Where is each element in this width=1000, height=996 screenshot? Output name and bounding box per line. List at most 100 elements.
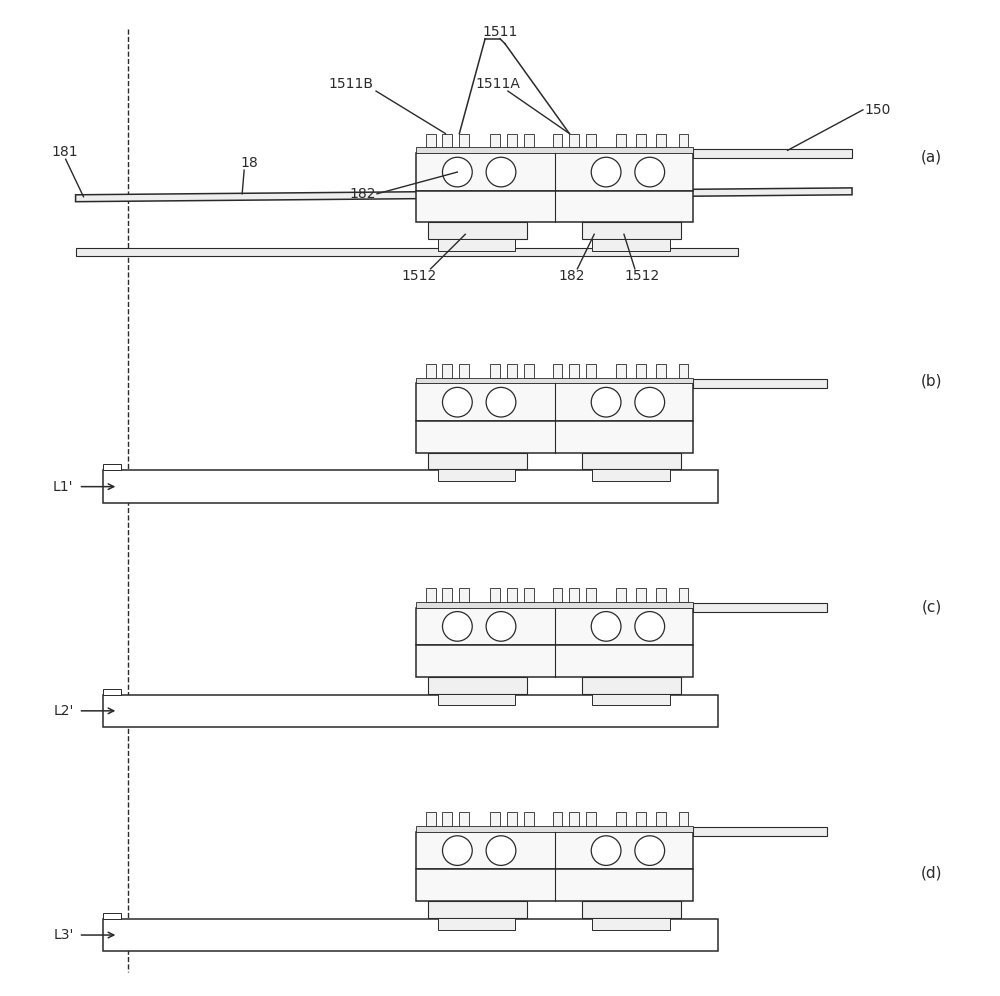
Bar — [569, 133, 579, 147]
Bar — [416, 153, 693, 191]
Circle shape — [442, 836, 472, 866]
Bar — [428, 222, 527, 239]
Bar — [490, 588, 500, 602]
Bar — [428, 452, 527, 469]
Circle shape — [591, 836, 621, 866]
Bar — [616, 588, 626, 602]
Bar — [693, 604, 827, 613]
Bar — [416, 608, 693, 645]
Bar — [438, 917, 515, 929]
Bar — [76, 248, 738, 256]
Bar — [592, 239, 670, 251]
Text: 1512: 1512 — [401, 269, 436, 283]
Bar — [636, 588, 646, 602]
Circle shape — [635, 612, 665, 641]
Bar — [416, 383, 693, 421]
Bar — [524, 812, 534, 826]
Bar — [524, 588, 534, 602]
Bar — [553, 133, 562, 147]
Text: 181: 181 — [52, 145, 78, 159]
Text: 1511: 1511 — [482, 25, 518, 39]
Bar — [426, 588, 436, 602]
Bar — [678, 133, 688, 147]
Bar — [507, 812, 517, 826]
Bar — [416, 826, 693, 832]
Text: 182: 182 — [350, 187, 376, 201]
Bar — [693, 379, 827, 387]
Bar — [416, 421, 693, 452]
Bar — [103, 688, 121, 694]
Bar — [656, 588, 666, 602]
Text: L2': L2' — [53, 704, 74, 718]
Bar — [426, 812, 436, 826]
Bar — [582, 222, 681, 239]
Bar — [103, 694, 718, 727]
Bar — [507, 364, 517, 377]
Bar — [459, 812, 469, 826]
Text: 1511B: 1511B — [329, 77, 374, 91]
Bar — [103, 464, 121, 470]
Bar — [586, 364, 596, 377]
Bar — [103, 918, 718, 951]
Bar — [426, 133, 436, 147]
Circle shape — [486, 612, 516, 641]
Bar — [582, 676, 681, 693]
Circle shape — [442, 387, 472, 417]
Bar — [582, 452, 681, 469]
Bar — [459, 133, 469, 147]
Bar — [656, 364, 666, 377]
Circle shape — [635, 836, 665, 866]
Bar — [636, 364, 646, 377]
Text: 150: 150 — [865, 103, 891, 117]
Bar — [490, 364, 500, 377]
Bar — [416, 832, 693, 870]
Bar — [416, 147, 693, 153]
Text: 1512: 1512 — [624, 269, 659, 283]
Text: (c): (c) — [921, 600, 942, 615]
Bar — [569, 812, 579, 826]
Text: (d): (d) — [921, 866, 942, 880]
Bar — [428, 901, 527, 917]
Bar — [569, 588, 579, 602]
Bar — [507, 588, 517, 602]
Circle shape — [442, 157, 472, 187]
Bar — [438, 693, 515, 705]
Bar — [616, 812, 626, 826]
Bar — [524, 133, 534, 147]
Bar — [507, 133, 517, 147]
Bar — [693, 148, 852, 157]
Bar — [428, 676, 527, 693]
Bar — [656, 812, 666, 826]
Bar — [569, 364, 579, 377]
Circle shape — [486, 387, 516, 417]
Bar — [636, 812, 646, 826]
Bar — [553, 812, 562, 826]
Bar — [524, 364, 534, 377]
Bar — [438, 469, 515, 481]
Text: L1': L1' — [53, 480, 74, 494]
Bar — [442, 812, 452, 826]
Bar — [459, 364, 469, 377]
Text: 1511A: 1511A — [476, 77, 520, 91]
Bar — [416, 191, 693, 222]
Bar — [678, 588, 688, 602]
Bar — [592, 469, 670, 481]
Text: L3': L3' — [53, 928, 74, 942]
Bar — [592, 693, 670, 705]
Bar — [442, 588, 452, 602]
Circle shape — [591, 387, 621, 417]
Circle shape — [486, 836, 516, 866]
Bar — [416, 602, 693, 608]
Bar — [490, 812, 500, 826]
Bar — [416, 870, 693, 901]
Circle shape — [591, 612, 621, 641]
Bar — [490, 133, 500, 147]
Bar — [416, 645, 693, 676]
Bar — [636, 133, 646, 147]
Bar — [416, 377, 693, 383]
Circle shape — [635, 157, 665, 187]
Bar — [442, 133, 452, 147]
Text: (b): (b) — [921, 374, 942, 389]
Bar — [438, 239, 515, 251]
Bar — [616, 364, 626, 377]
